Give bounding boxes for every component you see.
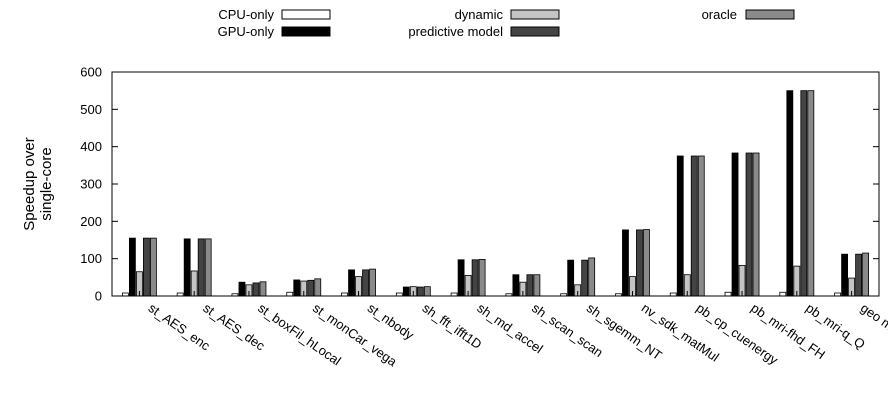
y-axis-title-line: single-core <box>38 147 55 220</box>
legend-label: dynamic <box>455 7 504 22</box>
bar-oracle-3 <box>314 278 322 297</box>
bar-oracle-4 <box>369 268 376 297</box>
y-axis-title: Speedup oversingle-core <box>21 137 55 230</box>
bar-gpu-only-5 <box>402 286 410 297</box>
bar-predictive-model-2 <box>252 282 260 297</box>
x-axis: st_AES_encst_AES_decst_boxFil_hLocalst_m… <box>138 291 888 370</box>
bar-oracle-13 <box>862 252 870 297</box>
legend-item-oracle: oracle <box>702 7 795 22</box>
bar-gpu-only-7 <box>512 274 520 297</box>
bar-predictive-model-10 <box>690 155 698 297</box>
bar-gpu-only-12 <box>786 90 794 297</box>
legend-swatch <box>510 9 560 20</box>
bar-oracle-2 <box>259 281 267 297</box>
bar-predictive-model-0 <box>142 237 150 297</box>
y-tick-label: 300 <box>80 177 102 192</box>
bar-oracle-0 <box>149 237 157 297</box>
bar-gpu-only-10 <box>676 155 684 297</box>
legend-label: CPU-only <box>218 7 274 22</box>
legend-item-dynamic: dynamic <box>455 7 560 22</box>
legend-label: oracle <box>702 7 737 22</box>
bar-gpu-only-11 <box>731 152 739 297</box>
bar-gpu-only-4 <box>348 269 355 297</box>
bar-predictive-model-12 <box>800 90 808 297</box>
bar-oracle-8 <box>588 257 596 297</box>
plot-area <box>111 71 880 297</box>
bar-predictive-model-11 <box>745 152 753 297</box>
legend-swatch <box>281 26 331 37</box>
bar-predictive-model-1 <box>197 238 205 297</box>
bar-predictive-model-5 <box>416 286 424 297</box>
bar-predictive-model-8 <box>581 259 589 297</box>
bar-predictive-model-7 <box>526 274 534 297</box>
legend-item-gpu-only: GPU-only <box>218 24 331 39</box>
bar-gpu-only-2 <box>238 281 246 297</box>
bar-oracle-1 <box>204 238 212 297</box>
legend: CPU-only GPU-only dynamic predictive model o… <box>218 7 795 39</box>
bar-oracle-12 <box>807 90 815 297</box>
bar-cpu-only-11 <box>724 291 732 297</box>
bar-cpu-only-3 <box>286 291 294 297</box>
y-tick-label: 500 <box>80 102 102 117</box>
plot-frame <box>111 71 880 297</box>
y-tick-label: 200 <box>80 214 102 229</box>
legend-swatch <box>745 9 795 20</box>
x-tick-label: st_nbody <box>365 300 417 343</box>
y-axis: 0 100 200 300 400 500 600 <box>80 65 879 304</box>
bar-gpu-only-9 <box>622 229 629 297</box>
legend-item-cpu-only: CPU-only <box>218 7 331 22</box>
bar-gpu-only-3 <box>293 279 301 297</box>
bar-gpu-only-1 <box>183 238 191 297</box>
legend-swatch <box>281 9 331 20</box>
bar-oracle-9 <box>643 229 650 297</box>
x-tick-label: sh_fft_ifft1D <box>420 300 485 352</box>
legend-swatch <box>510 26 560 37</box>
bar-predictive-model-4 <box>362 269 369 297</box>
bar-gpu-only-6 <box>457 259 465 297</box>
bar-oracle-11 <box>752 152 760 297</box>
bar-oracle-10 <box>697 155 705 297</box>
y-tick-label: 0 <box>95 289 102 304</box>
bar-predictive-model-6 <box>471 259 479 297</box>
y-tick-label: 600 <box>80 65 102 80</box>
y-tick-label: 400 <box>80 139 102 154</box>
bar-oracle-5 <box>423 286 431 297</box>
legend-label: predictive model <box>408 24 503 39</box>
legend-item-predictive-model: predictive model <box>408 24 560 39</box>
bar-gpu-only-8 <box>567 259 575 297</box>
bar-predictive-model-9 <box>636 229 643 297</box>
bar-cpu-only-12 <box>779 291 787 297</box>
bar-predictive-model-13 <box>855 253 863 297</box>
bar-oracle-7 <box>533 274 541 297</box>
y-axis-title-line: Speedup over <box>21 137 38 230</box>
bar-predictive-model-3 <box>307 279 315 297</box>
bar-gpu-only-13 <box>841 253 849 297</box>
bar-oracle-6 <box>478 259 486 297</box>
bar-gpu-only-0 <box>128 237 136 297</box>
y-tick-label: 100 <box>80 251 102 266</box>
legend-label: GPU-only <box>218 24 275 39</box>
